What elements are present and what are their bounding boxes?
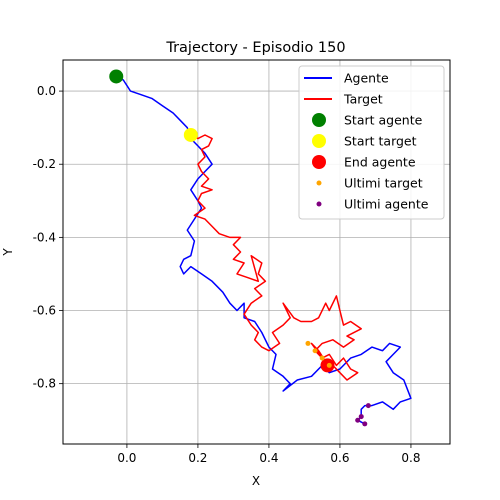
x-tick-label: 0.8	[401, 451, 420, 465]
legend-swatch-start-agente	[312, 113, 326, 127]
legend-label-ultimi-agente: Ultimi agente	[344, 197, 429, 212]
legend-label-start-target: Start target	[344, 134, 417, 149]
x-tick-label: 0.6	[330, 451, 349, 465]
x-tick-label: 0.2	[188, 451, 207, 465]
y-tick-label: 0.0	[37, 84, 56, 98]
x-tick-label: 0.0	[117, 451, 136, 465]
start-agente-marker	[109, 69, 124, 84]
x-axis-label: X	[252, 474, 260, 488]
ultimi-agente-marker	[365, 403, 371, 409]
ultimi-agente-marker	[358, 414, 364, 420]
legend-swatch-ultimi-target	[316, 180, 322, 186]
legend-label-target: Target	[343, 92, 383, 107]
x-tick-label: 0.4	[259, 451, 278, 465]
ultimi-target-marker	[319, 355, 325, 361]
axes-frame	[62, 59, 451, 445]
ultimi-agente-marker	[362, 421, 368, 427]
legend-swatch-start-target	[312, 134, 326, 148]
legend-swatch-end-agente	[312, 155, 326, 169]
legend-label-end-agente: End agente	[344, 155, 416, 170]
ultimi-target-marker	[305, 340, 311, 346]
agente-series-line	[115, 75, 412, 425]
ultimi-agente-marker	[355, 417, 361, 423]
legend-swatch-ultimi-agente	[316, 201, 322, 207]
legend: Agente Target Start agente Start target End …	[298, 65, 445, 220]
ultimi-target-marker	[326, 362, 332, 368]
ultimi-target-marker	[312, 348, 318, 354]
legend-box	[298, 65, 445, 220]
ticks: 0.0 0.2 0.4 0.6 0.8 0.0 -0.2 -0.4 -0.6 -0.8	[33, 84, 421, 465]
y-tick-label: -0.8	[33, 377, 56, 391]
legend-label-start-agente: Start agente	[344, 113, 423, 128]
target-series-line	[190, 134, 362, 381]
legend-label-ultimi-target: Ultimi target	[344, 176, 423, 191]
y-tick-label: -0.6	[33, 304, 56, 318]
legend-label-agente: Agente	[344, 71, 389, 86]
chart-title: Trajectory - Episodio 150	[165, 40, 345, 56]
start-target-marker	[183, 127, 198, 142]
y-tick-label: -0.4	[33, 230, 56, 244]
y-axis-label: Y	[1, 248, 15, 257]
plot-area	[109, 69, 412, 427]
y-tick-label: -0.2	[33, 157, 56, 171]
